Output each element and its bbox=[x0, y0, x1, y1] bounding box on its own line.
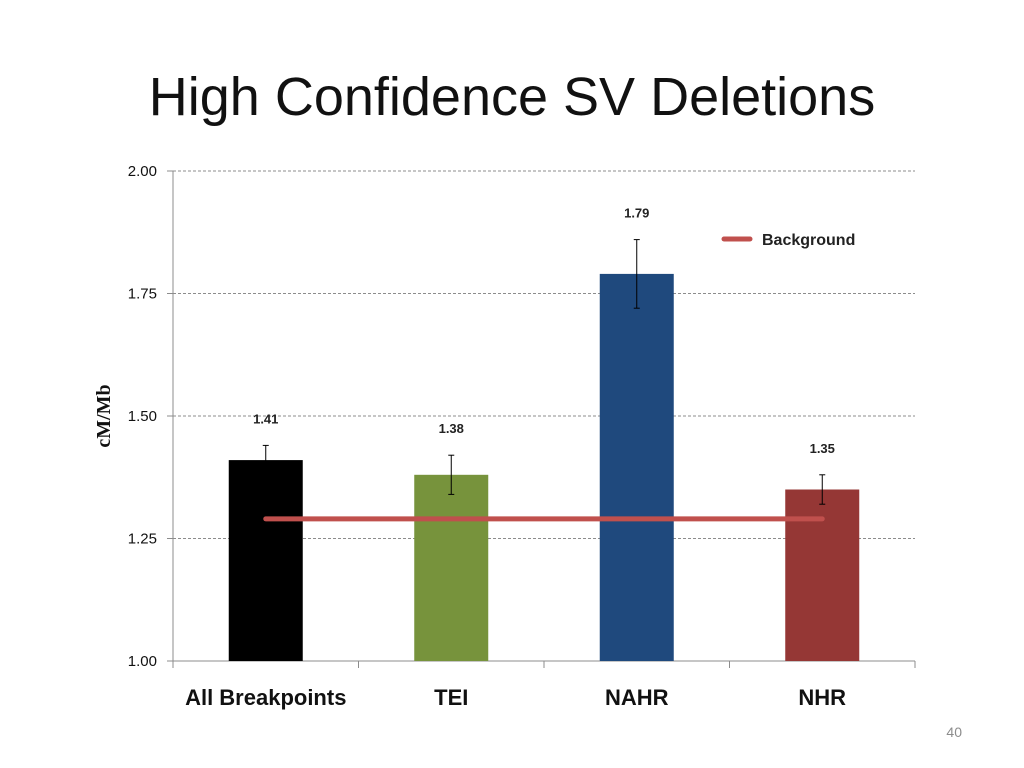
category-label: All Breakpoints bbox=[185, 685, 346, 710]
bar-nahr bbox=[599, 273, 674, 661]
bar-all-breakpoints bbox=[228, 460, 303, 661]
y-tick-label: 2.00 bbox=[128, 163, 157, 180]
category-labels: All Breakpoints TEI NAHR NHR bbox=[185, 685, 846, 710]
y-tick-label: 1.00 bbox=[128, 653, 157, 670]
y-tick-label: 1.75 bbox=[128, 286, 157, 303]
bar-nhr bbox=[785, 489, 860, 661]
bar-tei bbox=[414, 474, 489, 661]
page-number: 40 bbox=[946, 724, 962, 740]
slide-title: High Confidence SV Deletions bbox=[148, 67, 876, 127]
category-label: NHR bbox=[798, 685, 846, 710]
category-label: TEI bbox=[434, 685, 468, 710]
data-label: 1.35 bbox=[810, 441, 835, 456]
y-axis-title: cM/Mb bbox=[93, 384, 115, 447]
bars bbox=[228, 273, 860, 661]
gridlines bbox=[167, 170, 915, 662]
data-labels: 1.41 1.38 1.79 1.35 bbox=[253, 206, 835, 456]
legend-label-background: Background bbox=[762, 232, 855, 249]
y-tick-label: 1.50 bbox=[128, 408, 157, 425]
legend: Background bbox=[721, 232, 855, 249]
y-tick-label: 1.25 bbox=[128, 531, 157, 548]
y-tick-labels: 1.00 1.25 1.50 1.75 2.00 bbox=[128, 163, 157, 670]
x-tick-marks bbox=[172, 661, 916, 668]
data-label: 1.38 bbox=[439, 421, 464, 436]
category-label: NAHR bbox=[605, 685, 669, 710]
data-label: 1.79 bbox=[624, 206, 649, 221]
error-bars bbox=[262, 239, 826, 505]
data-label: 1.41 bbox=[253, 411, 278, 426]
